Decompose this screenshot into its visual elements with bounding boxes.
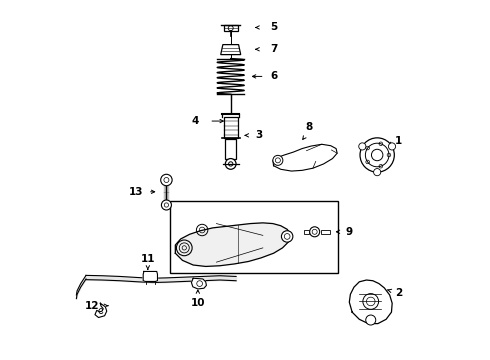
Text: 1: 1 <box>395 136 402 146</box>
Circle shape <box>360 138 394 172</box>
Text: 5: 5 <box>270 22 277 32</box>
Polygon shape <box>192 278 206 289</box>
Circle shape <box>161 174 172 186</box>
Circle shape <box>161 200 172 210</box>
Circle shape <box>373 168 381 176</box>
Polygon shape <box>95 303 107 318</box>
Circle shape <box>273 156 283 165</box>
Circle shape <box>310 227 319 237</box>
Polygon shape <box>220 45 241 55</box>
Text: 9: 9 <box>345 227 352 237</box>
Polygon shape <box>273 144 337 171</box>
Bar <box>304 230 309 234</box>
Text: 4: 4 <box>191 116 198 126</box>
Text: 8: 8 <box>306 122 313 132</box>
Polygon shape <box>175 223 291 266</box>
Text: 11: 11 <box>141 254 155 264</box>
Circle shape <box>281 231 293 242</box>
Polygon shape <box>143 271 157 282</box>
Circle shape <box>389 143 395 150</box>
Text: 13: 13 <box>129 187 143 197</box>
Circle shape <box>359 143 366 150</box>
Bar <box>223 25 238 31</box>
Circle shape <box>284 234 290 239</box>
Polygon shape <box>223 117 238 138</box>
Polygon shape <box>225 139 237 158</box>
Text: 7: 7 <box>270 44 277 54</box>
Bar <box>321 230 330 234</box>
Text: 3: 3 <box>256 130 263 140</box>
Circle shape <box>366 315 376 325</box>
Text: 10: 10 <box>191 298 205 308</box>
Text: 12: 12 <box>85 301 99 311</box>
Bar <box>170 202 338 273</box>
Text: 2: 2 <box>395 288 402 297</box>
Circle shape <box>312 229 317 234</box>
Text: 6: 6 <box>270 71 277 81</box>
Circle shape <box>225 158 236 169</box>
Polygon shape <box>349 280 392 324</box>
